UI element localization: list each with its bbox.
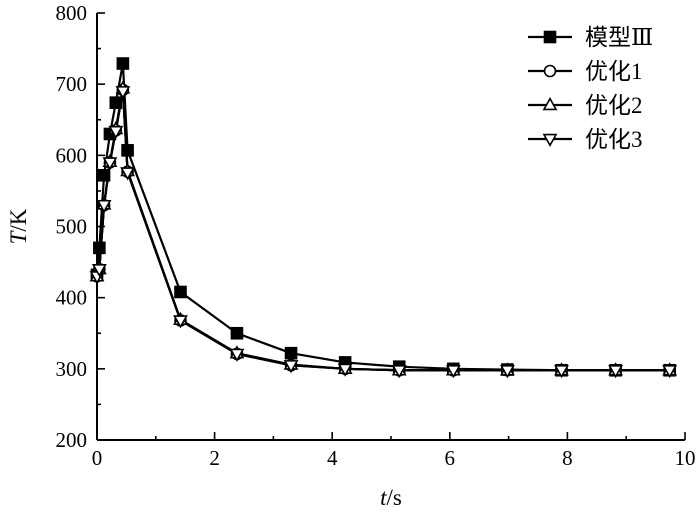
y-tick-label: 800 [56, 1, 88, 25]
legend-item: 优化2 [528, 93, 643, 118]
data-point [445, 365, 461, 379]
series-4 [95, 90, 670, 372]
series-3-markers [89, 80, 678, 376]
series-line [95, 90, 670, 372]
x-tick-label: 4 [327, 446, 338, 470]
x-axis-title: t/s [380, 485, 402, 510]
x-tick-label: 8 [562, 446, 573, 470]
data-point [109, 96, 123, 109]
y-tick-label: 400 [56, 286, 88, 310]
y-axis-title-unit: /K [6, 208, 31, 231]
legend-label: 优化1 [585, 59, 643, 84]
series-2 [95, 88, 670, 372]
series-line [95, 88, 670, 372]
y-axis-title: T/K [6, 208, 31, 244]
series-4-markers [89, 86, 678, 379]
x-axis-title-symbol: t [380, 485, 387, 510]
data-point [121, 144, 134, 157]
legend-marker [543, 30, 557, 44]
legend-marker [543, 64, 557, 78]
data-point [230, 326, 244, 340]
x-tick-label: 2 [209, 446, 220, 470]
data-point [337, 363, 353, 377]
data-point [174, 285, 187, 299]
series-3 [95, 87, 670, 372]
data-point [120, 167, 135, 181]
series-layer [89, 57, 678, 379]
legend: 模型Ⅲ 优化1 优化2 优化3 [528, 25, 653, 152]
data-point [173, 315, 188, 329]
y-tick-label: 700 [56, 72, 88, 96]
x-tick-label: 0 [92, 446, 103, 470]
data-point [554, 365, 569, 379]
x-tick-label: 10 [675, 446, 696, 470]
legend-item: 模型Ⅲ [528, 25, 653, 50]
data-point [116, 57, 130, 70]
legend-label: 优化2 [585, 93, 643, 118]
data-point [115, 86, 131, 100]
legend-label: 优化3 [585, 127, 643, 152]
data-point [108, 125, 124, 140]
series-line [95, 87, 670, 372]
data-point [608, 365, 624, 379]
data-point [283, 360, 299, 374]
y-tick-label: 500 [56, 215, 88, 239]
y-tick-label: 300 [56, 357, 88, 381]
y-tick-label: 600 [56, 143, 88, 167]
y-tick-label: 200 [56, 428, 88, 452]
data-point [500, 365, 515, 379]
legend-marker [542, 97, 558, 111]
data-point [102, 157, 118, 171]
legend-item: 优化3 [528, 127, 643, 152]
legend-item: 优化1 [528, 59, 643, 84]
axes: 0 2 4 6 8 10 200 300 400 500 600 700 800 [56, 1, 696, 470]
data-point [93, 241, 106, 255]
data-point [662, 365, 678, 379]
y-axis-title-symbol: T [6, 229, 31, 244]
legend-label: 模型Ⅲ [585, 25, 653, 50]
data-point [229, 348, 245, 362]
x-axis-title-unit: /s [387, 485, 402, 510]
data-point [96, 199, 112, 214]
data-point [97, 168, 111, 182]
data-point [391, 365, 407, 379]
x-tick-label: 6 [445, 446, 456, 470]
legend-marker [542, 133, 558, 147]
data-point [91, 263, 107, 278]
